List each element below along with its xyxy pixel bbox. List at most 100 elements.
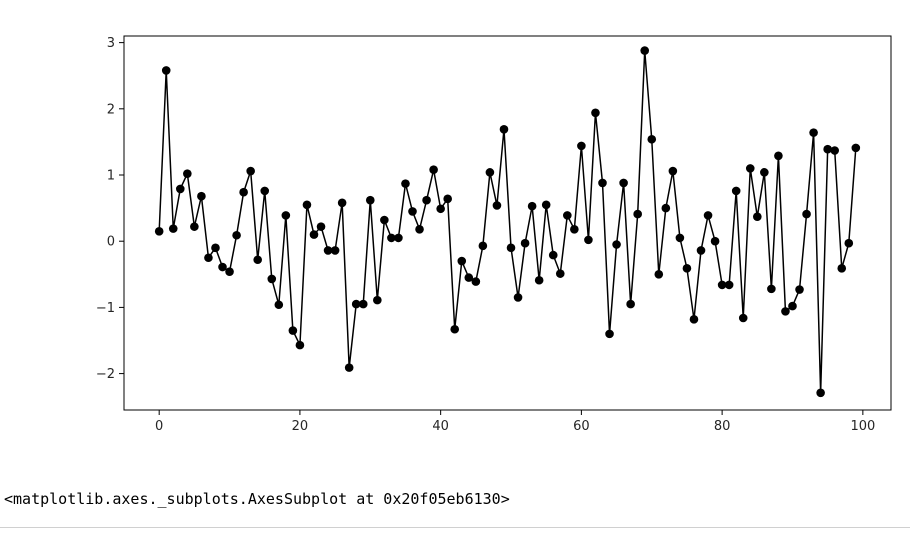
- x-tick-label: 80: [714, 419, 731, 434]
- series-line: [158, 50, 857, 393]
- data-point: [844, 238, 854, 248]
- data-point: [478, 241, 488, 251]
- data-point: [422, 195, 431, 205]
- data-point: [619, 178, 628, 188]
- data-point: [534, 275, 544, 285]
- data-point: [351, 299, 361, 309]
- data-point: [520, 238, 530, 248]
- data-point: [175, 184, 185, 194]
- data-point: [774, 151, 783, 161]
- data-point: [710, 236, 720, 246]
- data-point: [689, 315, 699, 324]
- data-point: [781, 307, 790, 316]
- data-point: [788, 301, 797, 311]
- data-point: [584, 235, 593, 245]
- data-point: [570, 224, 579, 234]
- data-point: [387, 233, 396, 243]
- data-point: [337, 198, 347, 208]
- data-point: [823, 144, 832, 154]
- data-point: [323, 246, 333, 255]
- data-point: [668, 166, 678, 176]
- data-point: [753, 212, 762, 222]
- data-point: [183, 169, 192, 178]
- data-point: [541, 200, 551, 210]
- data-point: [260, 186, 270, 196]
- data-point: [513, 293, 523, 302]
- data-point: [309, 230, 319, 239]
- data-point: [450, 324, 460, 334]
- data-point: [605, 329, 614, 339]
- data-point: [394, 233, 403, 243]
- data-point: [232, 230, 241, 240]
- data-point: [647, 134, 657, 144]
- data-point: [358, 299, 368, 309]
- data-point: [661, 203, 671, 213]
- data-point: [492, 201, 502, 210]
- data-point: [267, 274, 277, 284]
- data-point: [373, 295, 382, 305]
- data-point: [612, 240, 621, 249]
- data-point: [738, 313, 748, 323]
- data-point: [295, 340, 305, 350]
- line-chart: 0 20 40 60 80 100 −2 −1 0 1 2 3: [96, 35, 892, 434]
- data-point: [633, 209, 642, 219]
- data-point: [154, 226, 164, 236]
- cell-divider: [0, 527, 910, 528]
- data-point: [548, 250, 558, 260]
- data-point: [415, 224, 424, 234]
- y-tick-label: 0: [107, 235, 115, 250]
- data-point: [429, 165, 438, 175]
- data-point: [330, 246, 340, 255]
- data-point: [837, 264, 847, 273]
- data-point: [218, 262, 227, 272]
- series-markers: [154, 46, 861, 398]
- data-point: [724, 280, 734, 290]
- data-point: [380, 215, 389, 225]
- data-point: [401, 179, 410, 188]
- y-tick-label: 2: [107, 102, 115, 117]
- data-point: [506, 243, 516, 253]
- data-point: [675, 233, 685, 243]
- data-point: [302, 200, 312, 210]
- data-point: [197, 191, 206, 201]
- data-point: [802, 209, 811, 219]
- data-point: [577, 141, 586, 151]
- data-point: [527, 201, 537, 211]
- data-point: [485, 168, 495, 177]
- y-tick-label: −1: [96, 301, 115, 316]
- axis-ticks: 0 20 40 60 80 100 −2 −1 0 1 2 3: [96, 36, 875, 434]
- data-point: [168, 224, 178, 233]
- data-point: [274, 300, 284, 310]
- x-tick-label: 60: [573, 419, 590, 434]
- data-point: [443, 194, 452, 204]
- y-tick-label: 3: [107, 36, 115, 51]
- data-point: [682, 264, 692, 273]
- data-point: [851, 143, 861, 153]
- x-tick-label: 0: [155, 419, 163, 434]
- data-point: [225, 267, 234, 276]
- data-point: [408, 207, 417, 216]
- data-point: [211, 243, 220, 253]
- data-point: [344, 363, 354, 372]
- data-point: [598, 178, 607, 188]
- data-point: [626, 299, 635, 309]
- data-point: [457, 256, 467, 266]
- data-point: [499, 125, 509, 134]
- data-point: [436, 204, 445, 214]
- data-point: [281, 211, 291, 220]
- data-point: [795, 285, 804, 294]
- data-point: [703, 211, 713, 220]
- data-point: [696, 246, 706, 255]
- data-point: [731, 186, 741, 196]
- data-point: [253, 255, 262, 265]
- data-point: [246, 166, 255, 176]
- data-point: [204, 253, 213, 263]
- data-point: [555, 269, 565, 278]
- plot-frame: [123, 35, 892, 411]
- data-point: [717, 280, 727, 290]
- data-point: [471, 277, 481, 286]
- data-point: [809, 128, 818, 137]
- data-point: [563, 211, 572, 220]
- data-point: [640, 46, 650, 55]
- data-point: [190, 222, 199, 231]
